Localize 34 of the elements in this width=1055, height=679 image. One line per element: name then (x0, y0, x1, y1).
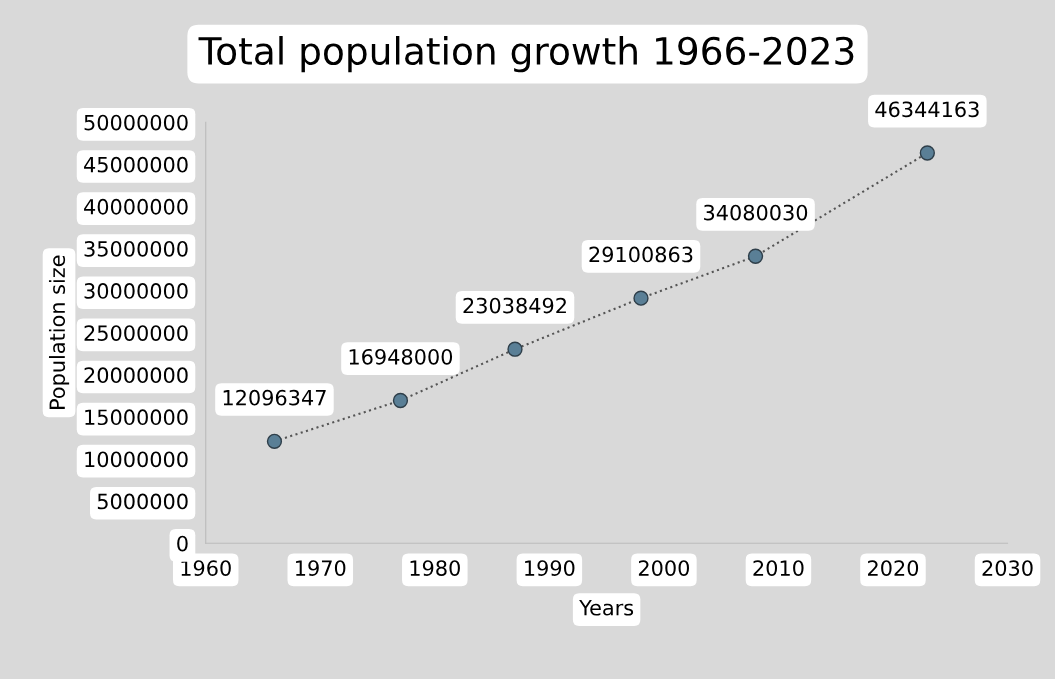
x-tick-label: 2000 (638, 560, 690, 576)
data-label: 16948000 (349, 348, 453, 365)
point (747, 248, 764, 264)
data-label: 46344163 (875, 101, 979, 118)
chart-title: Total population growth 1966-2023 (198, 36, 854, 73)
point (507, 341, 523, 357)
y-tick-label: 45000000 (84, 156, 188, 173)
y-tick-label: 5000000 (97, 493, 188, 510)
data-label: 23038492 (463, 297, 566, 314)
y-tick-label: 25000000 (84, 325, 188, 341)
x-axis-title: Years (579, 600, 634, 616)
point (919, 145, 935, 161)
data-label: 34080030 (704, 204, 808, 221)
x-tick-label: 2030 (982, 560, 1033, 576)
point (633, 290, 649, 306)
y-tick-label: 30000000 (84, 283, 188, 299)
y-tick-label: 40000000 (84, 198, 188, 215)
y-tick-label: 0 (177, 535, 188, 552)
y-tick-label: 35000000 (84, 240, 188, 257)
y-tick-label: 10000000 (85, 451, 188, 468)
y-tick-label: 50000000 (84, 114, 188, 131)
point (266, 433, 283, 449)
y-axis-title: Population size (48, 255, 70, 409)
data-label: 29100863 (589, 246, 693, 263)
x-tick-label: 2010 (753, 560, 804, 576)
point (392, 392, 409, 409)
y-tick-label: 15000000 (85, 409, 188, 426)
x-tick-label: 1960 (181, 560, 231, 576)
x-tick-label: 1990 (525, 560, 575, 576)
x-tick-label: 1970 (296, 560, 346, 576)
data-label: 12096347 (223, 389, 326, 406)
y-tick-label: 20000000 (84, 367, 188, 384)
x-tick-label: 1980 (410, 560, 460, 576)
x-tick-label: 2020 (868, 560, 919, 576)
